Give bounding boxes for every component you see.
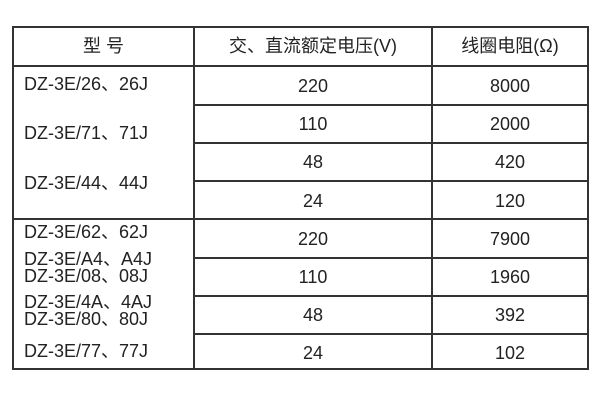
voltage-cell: 24 (302, 343, 324, 363)
voltage-cell: 48 (302, 305, 324, 325)
row-divider (193, 333, 589, 335)
border-left (12, 26, 14, 370)
resistance-cell: 1960 (489, 267, 531, 287)
model: DZ-3E/71、71J (24, 123, 149, 143)
header-model: 型 号 (82, 36, 124, 56)
model: DZ-3E/62、62J (24, 222, 149, 242)
header-resistance: 线圈电阻(Ω) (461, 36, 559, 56)
row-divider (193, 104, 589, 106)
row-divider (193, 142, 589, 144)
border-bottom (12, 368, 589, 370)
resistance-cell: 7900 (489, 229, 531, 249)
resistance-cell: 2000 (489, 114, 531, 134)
resistance-cell: 420 (494, 152, 526, 172)
col-divider (193, 26, 195, 370)
voltage-cell: 48 (302, 152, 324, 172)
resistance-cell: 8000 (489, 76, 531, 96)
model: DZ-3E/08、08J (24, 266, 149, 286)
model: DZ-3E/A4、A4J (24, 249, 153, 269)
group-divider (12, 218, 589, 220)
model: DZ-3E/44、44J (24, 173, 149, 193)
model: DZ-3E/80、80J (24, 309, 149, 329)
resistance-cell: 120 (494, 191, 526, 211)
model: DZ-3E/77、77J (24, 341, 149, 361)
model: DZ-3E/4A、4AJ (24, 292, 153, 312)
row-divider (193, 295, 589, 297)
border-top (12, 26, 589, 28)
row-divider (193, 257, 589, 259)
voltage-cell: 110 (298, 267, 328, 287)
border-right (587, 26, 589, 370)
col-divider (431, 26, 433, 370)
voltage-cell: 220 (297, 229, 329, 249)
model: DZ-3E/26、26J (24, 74, 149, 94)
header-divider (12, 65, 589, 67)
resistance-cell: 102 (494, 343, 526, 363)
voltage-cell: 24 (302, 191, 324, 211)
voltage-cell: 110 (298, 114, 328, 134)
resistance-cell: 392 (494, 305, 526, 325)
voltage-cell: 220 (297, 76, 329, 96)
header-voltage: 交、直流额定电压(V) (229, 36, 397, 56)
row-divider (193, 180, 589, 182)
